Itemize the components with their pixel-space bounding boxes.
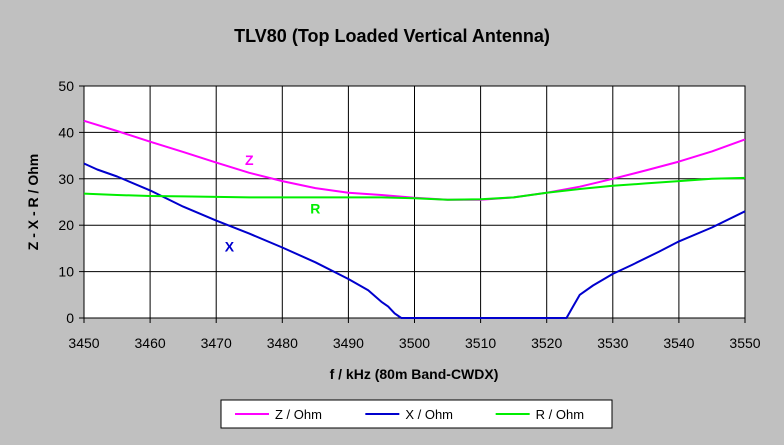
x-tick-label: 3500 [399,335,430,351]
series-line-r [83,176,746,201]
series-line-x [83,162,746,319]
x-tick-label: 3480 [267,335,298,351]
legend: Z / Ohm X / Ohm R / Ohm [220,399,613,429]
x-tick-label: 3540 [663,335,694,351]
x-axis-label: f / kHz (80m Band-CWDX) [330,366,499,382]
x-tick-label: 3510 [465,335,496,351]
legend-label-z: Z / Ohm [275,407,322,422]
x-tick-label: 3550 [729,335,760,351]
x-tick-label: 3460 [135,335,166,351]
x-tick-label: 3520 [531,335,562,351]
series-layer: Z X R [83,119,746,319]
x-tick-label: 3530 [597,335,628,351]
legend-box [220,399,613,429]
x-axis: 3450 3460 3470 3480 3490 3500 3510 3520 3530 3540… [68,318,761,351]
series-label-z: Z [245,152,254,168]
x-tick-label: 3450 [68,335,99,351]
y-tick-label: 10 [58,264,74,280]
gridlines [83,85,746,319]
y-axis-label: Z - X - R / Ohm [25,154,41,250]
y-tick-label: 40 [58,124,74,140]
y-tick-label: 20 [58,217,74,233]
series-label-r: R [310,201,320,217]
series-label-x: X [225,239,235,255]
y-tick-label: 50 [58,78,74,94]
y-axis: 0 10 20 30 40 50 [58,78,84,326]
x-tick-label: 3490 [333,335,364,351]
chart-title: TLV80 (Top Loaded Vertical Antenna) [234,26,550,46]
y-tick-label: 30 [58,171,74,187]
x-tick-label: 3470 [201,335,232,351]
y-tick-label: 0 [66,310,74,326]
legend-label-r: R / Ohm [536,407,584,422]
legend-label-x: X / Ohm [405,407,453,422]
